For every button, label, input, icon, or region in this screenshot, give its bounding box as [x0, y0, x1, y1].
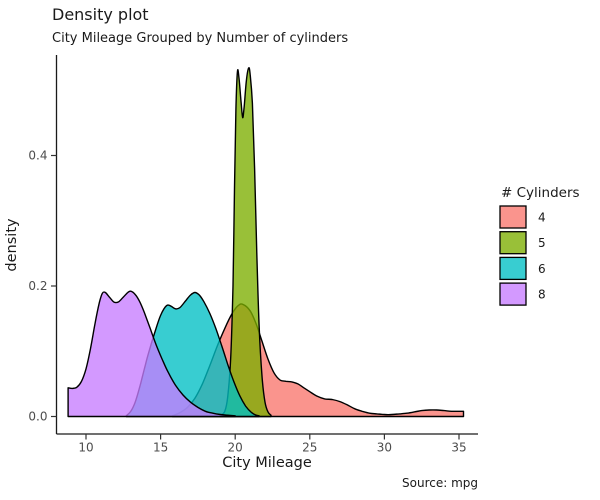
legend: # Cylinders 4 5 6 8 [499, 185, 580, 306]
source-caption: Source: mpg [402, 476, 478, 490]
x-tick-label: 10 [78, 441, 93, 455]
chart-title: Density plot [52, 5, 149, 24]
legend-swatch-6-cyl [499, 256, 527, 281]
x-tick-label: 25 [302, 441, 317, 455]
density-curves [67, 67, 465, 418]
legend-swatch-4-cyl [499, 205, 527, 229]
x-tick-label: 35 [451, 441, 466, 455]
x-tick-label: 15 [153, 441, 168, 455]
legend-label-6-cyl: 6 [538, 262, 546, 276]
y-tick-label: 0.4 [28, 149, 47, 163]
legend-items: 4 5 6 8 [499, 205, 546, 306]
y-tick-label: 0.0 [28, 410, 47, 424]
legend-label-5-cyl: 5 [538, 236, 546, 250]
density-curve-8-cyl [67, 290, 236, 418]
y-tick-label: 0.2 [28, 279, 47, 293]
axes [55, 55, 478, 435]
x-axis-title: City Mileage [222, 455, 312, 471]
x-tick-label: 20 [228, 441, 243, 455]
legend-label-8-cyl: 8 [538, 288, 546, 302]
x-tick-label: 30 [377, 441, 392, 455]
legend-label-4-cyl: 4 [538, 211, 546, 225]
legend-title: # Cylinders [501, 185, 580, 201]
legend-swatch-5-cyl [499, 231, 527, 255]
chart-subtitle: City Mileage Grouped by Number of cylind… [52, 31, 348, 46]
y-axis-title: density [4, 218, 20, 272]
density-curve-5-cyl [219, 67, 272, 418]
legend-swatch-8-cyl [499, 282, 527, 306]
axis-ticks: 10 15 20 25 30 35 0.0 0.2 0.4 [28, 149, 466, 455]
